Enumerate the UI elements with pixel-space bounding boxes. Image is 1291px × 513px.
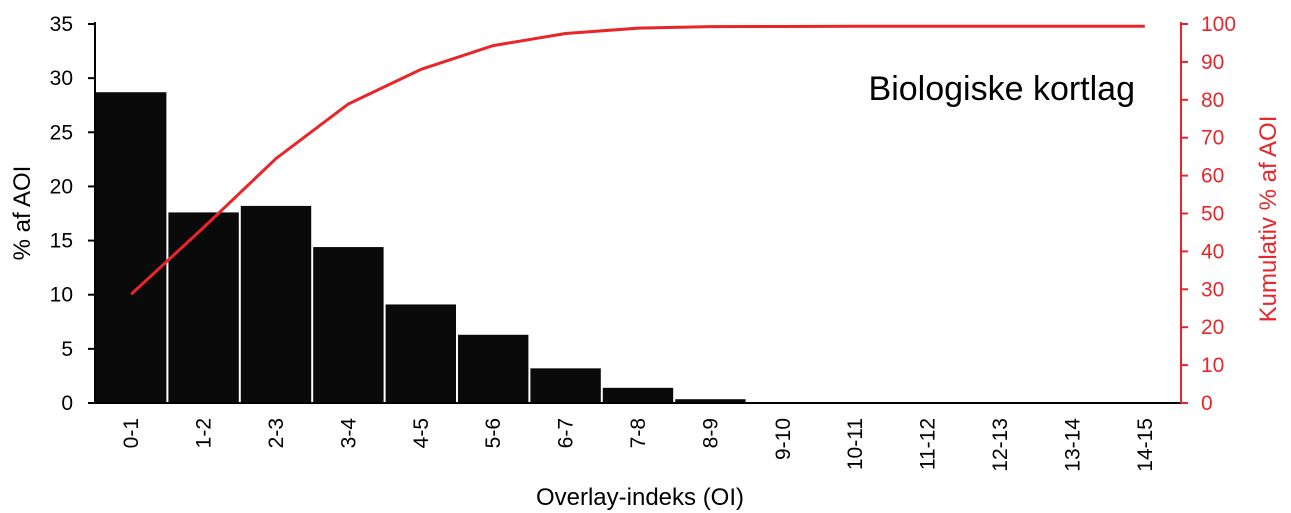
cumulative-line <box>130 24 1145 296</box>
x-tick-label: 10-11 <box>844 418 867 470</box>
bar-8-9 <box>675 399 746 403</box>
right-tick-label: 0 <box>1201 392 1213 415</box>
x-axis-title: Overlay-indeks (OI) <box>536 484 744 511</box>
chart-annotation: Biologiske kortlag <box>869 70 1135 108</box>
x-ticks: 0-1 1-2 2-3 3-4 4-5 5-6 6-7 7-8 8-9 9-10 10-11 11-1… <box>120 418 1157 472</box>
x-tick-label: 2-3 <box>265 418 288 448</box>
x-tick-label: 11-12 <box>917 418 940 470</box>
left-tick-label: 25 <box>50 121 73 144</box>
right-tick-label: 40 <box>1201 240 1224 263</box>
right-tick-label: 50 <box>1201 203 1224 226</box>
x-tick-label: 0-1 <box>120 418 143 448</box>
x-tick-label: 1-2 <box>193 418 216 448</box>
x-tick-label: 4-5 <box>410 418 433 448</box>
bar-3-4 <box>313 247 384 403</box>
y-axis-title-left: % af AOI <box>9 166 36 261</box>
left-tick-label: 30 <box>50 67 73 90</box>
right-tick-label: 100 <box>1201 13 1236 36</box>
x-tick-label: 9-10 <box>772 418 795 460</box>
bar-0-1 <box>96 92 167 403</box>
right-tick-label: 90 <box>1201 51 1224 74</box>
x-tick-label: 12-13 <box>989 418 1012 472</box>
left-tick-label: 15 <box>50 230 73 253</box>
left-tick-label: 20 <box>50 175 73 198</box>
right-tick-label: 80 <box>1201 89 1224 112</box>
bar-4-5 <box>385 304 456 403</box>
x-tick-label: 7-8 <box>627 418 650 448</box>
right-tick-label: 60 <box>1201 165 1224 188</box>
bar-7-8 <box>602 387 674 403</box>
x-tick-label: 3-4 <box>337 418 360 449</box>
x-tick-label: 14-15 <box>1134 418 1157 472</box>
right-tick-label: 20 <box>1201 316 1224 339</box>
y-axis-title-right: Kumulativ % af AOI <box>1255 116 1282 323</box>
x-tick-label: 5-6 <box>482 418 505 448</box>
x-tick-label: 8-9 <box>699 418 722 448</box>
bar-2-3 <box>240 205 312 403</box>
bars-group <box>96 92 1108 403</box>
bar-5-6 <box>458 334 529 403</box>
right-tick-label: 30 <box>1201 278 1224 301</box>
right-tick-label: 10 <box>1201 354 1224 377</box>
bar-6-7 <box>530 368 601 403</box>
x-tick-label: 6-7 <box>555 418 578 448</box>
left-tick-label: 10 <box>50 284 73 307</box>
x-tick-label: 13-14 <box>1061 418 1084 472</box>
left-tick-label: 0 <box>61 392 73 415</box>
bar-1-2 <box>168 212 239 403</box>
cumulative-line-layer <box>130 24 1145 296</box>
right-tick-label: 70 <box>1201 127 1224 150</box>
left-y-ticks: 0 5 10 15 20 25 30 35 <box>50 13 95 415</box>
left-tick-label: 35 <box>50 13 73 36</box>
left-tick-label: 5 <box>61 338 73 361</box>
right-y-ticks: 0 10 20 30 40 50 60 70 80 90 100 <box>1181 13 1236 415</box>
